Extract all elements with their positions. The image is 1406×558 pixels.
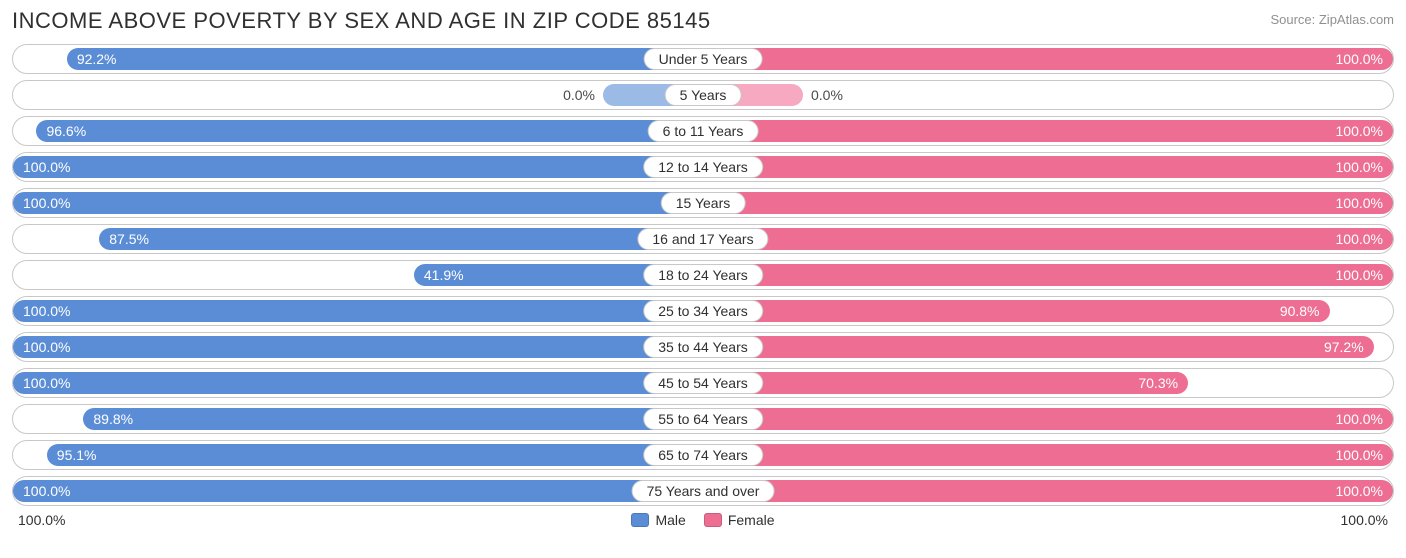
male-value-label: 92.2%: [77, 51, 117, 67]
male-bar: 96.6%: [36, 120, 703, 142]
table-row: 100.0% 90.8% 25 to 34 Years: [12, 296, 1394, 326]
legend-label-male: Male: [655, 512, 685, 528]
male-bar: 100.0%: [13, 300, 703, 322]
male-bar: 87.5%: [99, 228, 703, 250]
male-value-label: 96.6%: [46, 123, 86, 139]
category-label: 6 to 11 Years: [648, 120, 759, 142]
category-label: 16 and 17 Years: [637, 228, 768, 250]
male-value-label: 100.0%: [23, 483, 70, 499]
male-bar: 95.1%: [47, 444, 703, 466]
table-row: 100.0% 97.2% 35 to 44 Years: [12, 332, 1394, 362]
axis-left-label: 100.0%: [18, 512, 65, 528]
category-label: 55 to 64 Years: [643, 408, 763, 430]
category-label: 45 to 54 Years: [643, 372, 763, 394]
legend-item-male: Male: [631, 512, 685, 528]
male-value-label: 100.0%: [23, 159, 70, 175]
male-value-label: 100.0%: [23, 303, 70, 319]
table-row: 87.5% 100.0% 16 and 17 Years: [12, 224, 1394, 254]
female-value-label: 90.8%: [1280, 303, 1320, 319]
male-swatch-icon: [631, 513, 649, 527]
female-value-label: 100.0%: [1336, 447, 1383, 463]
female-value-label: 100.0%: [1336, 411, 1383, 427]
category-label: 5 Years: [665, 84, 742, 106]
female-value-label: 100.0%: [1336, 267, 1383, 283]
category-label: 35 to 44 Years: [643, 336, 763, 358]
category-label: 65 to 74 Years: [643, 444, 763, 466]
legend-label-female: Female: [728, 512, 775, 528]
female-bar: 100.0%: [703, 408, 1393, 430]
table-row: 100.0% 100.0% 75 Years and over: [12, 476, 1394, 506]
chart-header: INCOME ABOVE POVERTY BY SEX AND AGE IN Z…: [12, 8, 1394, 34]
table-row: 0.0% 0.0% 5 Years: [12, 80, 1394, 110]
category-label: 75 Years and over: [632, 480, 775, 502]
female-value-label: 70.3%: [1138, 375, 1178, 391]
female-value-label: 0.0%: [811, 87, 843, 103]
chart-title: INCOME ABOVE POVERTY BY SEX AND AGE IN Z…: [12, 8, 711, 34]
female-swatch-icon: [704, 513, 722, 527]
female-bar: 100.0%: [703, 48, 1393, 70]
category-label: 18 to 24 Years: [643, 264, 763, 286]
category-label: 25 to 34 Years: [643, 300, 763, 322]
table-row: 89.8% 100.0% 55 to 64 Years: [12, 404, 1394, 434]
table-row: 100.0% 100.0% 12 to 14 Years: [12, 152, 1394, 182]
table-row: 96.6% 100.0% 6 to 11 Years: [12, 116, 1394, 146]
female-bar: 100.0%: [703, 156, 1393, 178]
female-bar: 90.8%: [703, 300, 1330, 322]
female-value-label: 100.0%: [1336, 195, 1383, 211]
poverty-by-sex-age-chart: INCOME ABOVE POVERTY BY SEX AND AGE IN Z…: [0, 0, 1406, 558]
male-value-label: 100.0%: [23, 339, 70, 355]
chart-source: Source: ZipAtlas.com: [1270, 8, 1394, 27]
male-bar: 100.0%: [13, 156, 703, 178]
female-bar: 100.0%: [703, 264, 1393, 286]
male-bar: 100.0%: [13, 336, 703, 358]
table-row: 100.0% 70.3% 45 to 54 Years: [12, 368, 1394, 398]
male-value-label: 95.1%: [57, 447, 97, 463]
female-bar: 100.0%: [703, 480, 1393, 502]
male-bar: 89.8%: [83, 408, 703, 430]
category-label: 15 Years: [661, 192, 746, 214]
female-bar: 100.0%: [703, 444, 1393, 466]
table-row: 92.2% 100.0% Under 5 Years: [12, 44, 1394, 74]
female-bar: 100.0%: [703, 120, 1393, 142]
category-label: 12 to 14 Years: [643, 156, 763, 178]
female-value-label: 100.0%: [1336, 51, 1383, 67]
male-bar: 92.2%: [67, 48, 703, 70]
female-value-label: 100.0%: [1336, 159, 1383, 175]
male-value-label: 0.0%: [563, 87, 595, 103]
male-bar: 100.0%: [13, 192, 703, 214]
male-value-label: 87.5%: [109, 231, 149, 247]
male-value-label: 41.9%: [424, 267, 464, 283]
legend: Male Female: [631, 512, 774, 528]
table-row: 100.0% 100.0% 15 Years: [12, 188, 1394, 218]
male-value-label: 100.0%: [23, 195, 70, 211]
female-bar: 97.2%: [703, 336, 1374, 358]
female-bar: 100.0%: [703, 192, 1393, 214]
table-row: 41.9% 100.0% 18 to 24 Years: [12, 260, 1394, 290]
category-label: Under 5 Years: [644, 48, 763, 70]
legend-item-female: Female: [704, 512, 775, 528]
male-bar: 100.0%: [13, 480, 703, 502]
male-bar: 100.0%: [13, 372, 703, 394]
female-bar: 100.0%: [703, 228, 1393, 250]
female-value-label: 100.0%: [1336, 123, 1383, 139]
male-value-label: 100.0%: [23, 375, 70, 391]
female-value-label: 100.0%: [1336, 231, 1383, 247]
male-value-label: 89.8%: [93, 411, 133, 427]
bars-container: 92.2% 100.0% Under 5 Years 0.0% 0.0% 5 Years 9…: [12, 44, 1394, 506]
chart-footer: 100.0% Male Female 100.0%: [12, 512, 1394, 528]
axis-right-label: 100.0%: [1341, 512, 1388, 528]
female-bar: 70.3%: [703, 372, 1188, 394]
female-value-label: 100.0%: [1336, 483, 1383, 499]
female-value-label: 97.2%: [1324, 339, 1364, 355]
table-row: 95.1% 100.0% 65 to 74 Years: [12, 440, 1394, 470]
